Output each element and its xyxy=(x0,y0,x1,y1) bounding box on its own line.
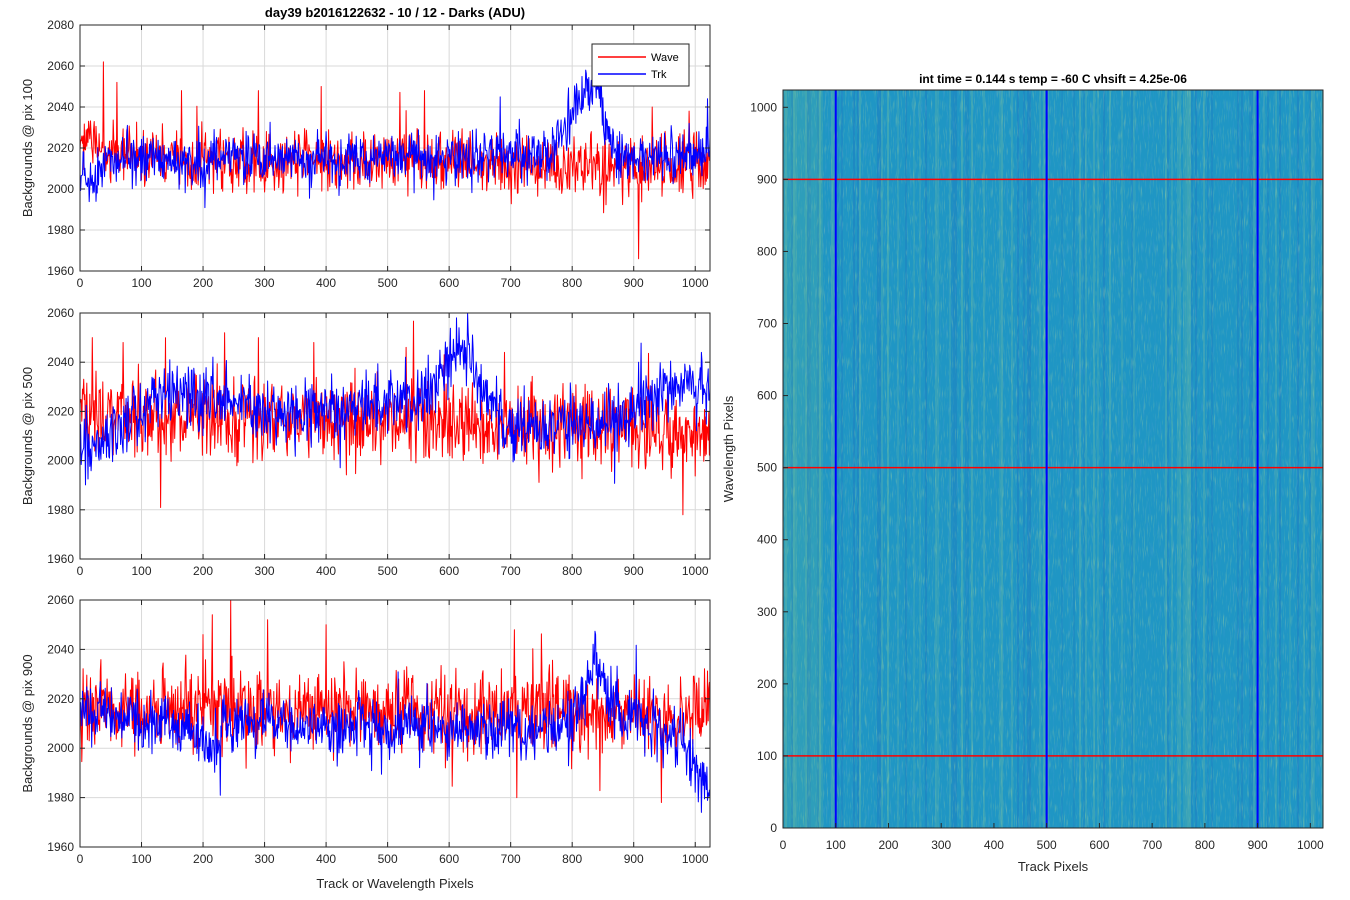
axes-box xyxy=(79,312,711,560)
x-tick-label: 800 xyxy=(562,564,582,578)
heatmap-y-tick-label: 1000 xyxy=(750,100,777,114)
series-line-trk xyxy=(79,312,711,486)
legend-label-wave: Wave xyxy=(651,52,679,64)
heatmap-y-tick-label: 800 xyxy=(757,244,777,258)
x-tick-label: 900 xyxy=(624,852,644,866)
heatmap-noise-blue xyxy=(783,90,1323,828)
figure-suptitle: day39 b2016122632 - 10 / 12 - Darks (ADU… xyxy=(265,5,525,20)
x-tick-label: 900 xyxy=(624,564,644,578)
heatmap-y-tick-label: 500 xyxy=(757,461,777,475)
heatmap-y-tick-label: 700 xyxy=(757,317,777,331)
y-tick-label: 2020 xyxy=(47,404,74,418)
legend: Wave Trk xyxy=(591,43,690,87)
x-tick-label: 300 xyxy=(255,564,275,578)
x-tick-label: 800 xyxy=(562,276,582,290)
y-tick-label: 2040 xyxy=(47,355,74,369)
y-tick-label: 2020 xyxy=(47,141,74,155)
heatmap-x-tick-label: 900 xyxy=(1248,838,1268,852)
heatmap-x-tick-label: 600 xyxy=(1089,838,1109,852)
y-axis-label: Backgrounds @ pix 900 xyxy=(20,654,35,792)
x-tick-label: 500 xyxy=(378,564,398,578)
heatmap-x-tick-label: 1000 xyxy=(1297,838,1324,852)
y-axis-label: Backgrounds @ pix 500 xyxy=(20,367,35,505)
x-tick-label: 700 xyxy=(501,852,521,866)
x-tick-label: 600 xyxy=(439,852,459,866)
y-tick-label: 2040 xyxy=(47,100,74,114)
x-tick-label: 100 xyxy=(132,276,152,290)
x-tick-label: 100 xyxy=(132,564,152,578)
x-tick-label: 1000 xyxy=(682,852,709,866)
y-tick-label: 1960 xyxy=(47,552,74,566)
heatmap-x-tick-label: 100 xyxy=(826,838,846,852)
y-tick-label: 2060 xyxy=(47,593,74,607)
heatmap-y-tick-label: 600 xyxy=(757,389,777,403)
x-tick-label: 500 xyxy=(378,276,398,290)
heatmap-x-axis-label: Track Pixels xyxy=(1018,859,1089,874)
series-line-trk xyxy=(79,67,711,209)
x-tick-label: 0 xyxy=(77,276,84,290)
heatmap-y-axis-label: Wavelength Pixels xyxy=(721,395,736,502)
x-tick-label: 200 xyxy=(193,852,213,866)
heatmap-x-tick-label: 300 xyxy=(931,838,951,852)
heatmap-title: int time = 0.144 s temp = -60 C vhsift =… xyxy=(919,72,1187,86)
x-tick-label: 900 xyxy=(624,276,644,290)
y-tick-label: 2020 xyxy=(47,692,74,706)
heatmap-y-tick-label: 400 xyxy=(757,533,777,547)
heatmap-chart: int time = 0.144 s temp = -60 C vhsift =… xyxy=(721,72,1324,874)
line-chart-pix900: 0 100 200 300 400 500 600 700 800 900 1000 1960 1980… xyxy=(20,593,711,891)
heatmap-x-tick-label: 800 xyxy=(1195,838,1215,852)
y-tick-label: 1960 xyxy=(47,840,74,854)
legend-label-trk: Trk xyxy=(651,69,667,81)
x-tick-label: 500 xyxy=(378,852,398,866)
y-tick-label: 2000 xyxy=(47,741,74,755)
y-tick-label: 2060 xyxy=(47,59,74,73)
heatmap-axes-box xyxy=(782,89,1324,829)
y-tick-label: 1980 xyxy=(47,223,74,237)
x-tick-label: 800 xyxy=(562,852,582,866)
line-chart-pix500: 0 100 200 300 400 500 600 700 800 900 1000 1960 1980… xyxy=(20,306,711,578)
y-tick-label: 1980 xyxy=(47,791,74,805)
x-tick-label: 200 xyxy=(193,564,213,578)
x-tick-label: 200 xyxy=(193,276,213,290)
y-tick-label: 1960 xyxy=(47,264,74,278)
heatmap-y-tick-label: 0 xyxy=(770,821,777,835)
y-axis-label: Backgrounds @ pix 100 xyxy=(20,79,35,217)
heatmap-x-tick-label: 700 xyxy=(1142,838,1162,852)
x-tick-label: 100 xyxy=(132,852,152,866)
heatmap-y-tick-label: 900 xyxy=(757,172,777,186)
x-tick-label: 600 xyxy=(439,276,459,290)
y-tick-label: 2000 xyxy=(47,454,74,468)
x-tick-label: 1000 xyxy=(682,276,709,290)
x-tick-label: 300 xyxy=(255,276,275,290)
x-tick-label: 0 xyxy=(77,852,84,866)
x-tick-label: 400 xyxy=(316,852,336,866)
x-tick-label: 1000 xyxy=(682,564,709,578)
heatmap-left-edge xyxy=(783,90,823,828)
x-axis-label: Track or Wavelength Pixels xyxy=(316,876,474,891)
heatmap-x-tick-label: 200 xyxy=(878,838,898,852)
y-tick-label: 2080 xyxy=(47,18,74,32)
x-tick-label: 400 xyxy=(316,564,336,578)
heatmap-y-tick-label: 300 xyxy=(757,605,777,619)
y-tick-label: 2040 xyxy=(47,642,74,656)
x-tick-label: 700 xyxy=(501,276,521,290)
legend-box xyxy=(591,43,690,87)
x-tick-label: 400 xyxy=(316,276,336,290)
x-tick-label: 300 xyxy=(255,852,275,866)
x-tick-label: 600 xyxy=(439,564,459,578)
series-line-trk xyxy=(79,630,711,813)
heatmap-y-tick-label: 200 xyxy=(757,677,777,691)
y-tick-label: 2060 xyxy=(47,306,74,320)
heatmap-x-tick-label: 0 xyxy=(780,838,787,852)
heatmap-x-tick-label: 500 xyxy=(1037,838,1057,852)
x-tick-label: 0 xyxy=(77,564,84,578)
heatmap-x-tick-label: 400 xyxy=(984,838,1004,852)
y-tick-label: 2000 xyxy=(47,182,74,196)
axes-box xyxy=(79,599,711,848)
x-tick-label: 700 xyxy=(501,564,521,578)
y-tick-label: 1980 xyxy=(47,503,74,517)
heatmap-y-tick-label: 100 xyxy=(757,749,777,763)
